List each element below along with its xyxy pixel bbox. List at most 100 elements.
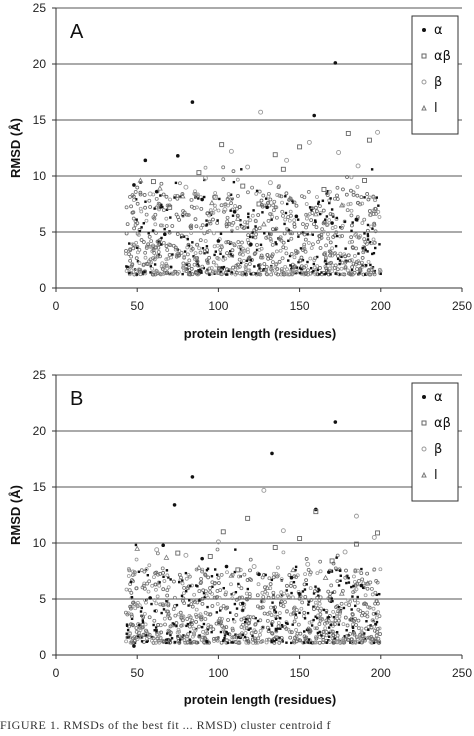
cloud-point: [378, 567, 383, 572]
cloud-point: [229, 193, 233, 196]
cloud-point: [202, 592, 206, 595]
cloud-point: [328, 212, 333, 216]
cloud-point: [185, 624, 188, 628]
cloud-point: [337, 272, 342, 277]
cloud-point: [371, 606, 376, 611]
cloud-point: [188, 599, 191, 602]
data-point: [216, 239, 221, 243]
cloud-point: [351, 590, 356, 595]
cloud-point: [171, 622, 175, 625]
x-tick-label-50: 50: [131, 299, 145, 313]
cloud-point: [322, 608, 325, 612]
cloud-point: [287, 259, 290, 262]
cloud-point: [284, 211, 288, 215]
cloud-point: [182, 268, 187, 273]
cloud-point: [349, 213, 354, 218]
cloud-point: [285, 272, 290, 277]
cloud-point: [145, 640, 149, 644]
cloud-point: [153, 222, 158, 227]
cloud-point: [317, 200, 320, 204]
cloud-point: [307, 630, 312, 635]
cloud-point: [290, 272, 295, 277]
cloud-point: [378, 632, 383, 636]
cloud-point: [180, 233, 184, 238]
cloud-point: [294, 639, 299, 644]
cloud-point: [125, 635, 130, 640]
cloud-point: [141, 240, 146, 244]
cloud-point: [370, 592, 375, 597]
cloud-point: [276, 621, 281, 625]
cloud-point: [227, 269, 230, 273]
data-point: [312, 113, 317, 118]
cloud-point: [195, 192, 200, 197]
cloud-point: [330, 212, 335, 217]
cloud-point: [272, 593, 275, 597]
cloud-point: [350, 265, 355, 269]
data-point: [190, 100, 195, 104]
cloud-point: [125, 612, 130, 617]
cloud-point: [153, 629, 156, 632]
cloud-point: [321, 640, 326, 645]
cloud-point: [132, 198, 136, 203]
cloud-point: [377, 215, 382, 219]
cloud-point: [276, 624, 281, 629]
cloud-point: [155, 594, 160, 599]
cloud-point: [366, 260, 371, 264]
cloud-point: [295, 631, 300, 636]
cloud-point: [318, 273, 321, 276]
cloud-point: [372, 270, 376, 275]
cloud-point: [335, 197, 340, 201]
cloud-point: [312, 605, 315, 608]
cloud-point: [331, 609, 336, 614]
cloud-point: [274, 241, 277, 244]
cloud-point: [350, 223, 354, 228]
cloud-point: [255, 243, 259, 247]
cloud-point: [236, 240, 241, 244]
cloud-point: [279, 593, 284, 598]
cloud-point: [257, 272, 261, 277]
cloud-point: [330, 246, 335, 251]
cloud-point: [317, 202, 320, 205]
cloud-point: [171, 607, 176, 612]
cloud-point: [362, 237, 367, 242]
cloud-point: [222, 265, 226, 269]
cloud-point: [176, 635, 179, 638]
cloud-point: [360, 221, 365, 225]
data-point: [143, 158, 148, 163]
cloud-point: [281, 640, 284, 643]
cloud-point: [359, 637, 364, 642]
cloud-point: [289, 264, 292, 267]
cloud-point: [124, 231, 129, 236]
cloud-point: [346, 253, 351, 258]
cloud-point: [216, 219, 219, 222]
cloud-point: [224, 590, 229, 595]
cloud-point: [145, 631, 150, 636]
cloud-point: [355, 581, 360, 586]
cloud-point: [365, 610, 370, 615]
cloud-point: [303, 617, 307, 620]
cloud-point: [271, 595, 276, 599]
cloud-point: [230, 230, 234, 233]
cloud-point: [311, 271, 314, 274]
cloud-point: [160, 236, 163, 240]
cloud-point: [194, 607, 199, 612]
cloud-point: [251, 640, 255, 645]
cloud-point: [226, 641, 229, 645]
cloud-point: [301, 222, 305, 226]
cloud-point: [285, 593, 290, 598]
cloud-point: [343, 254, 348, 259]
cloud-point: [248, 557, 253, 562]
cloud-point: [231, 255, 234, 258]
legend-marker-l: [421, 471, 427, 478]
data-point: [154, 189, 159, 194]
data-point: [294, 214, 299, 219]
cloud-point: [243, 631, 248, 635]
cloud-point: [225, 570, 229, 575]
cloud-point: [179, 195, 182, 198]
cloud-point: [192, 632, 197, 637]
cloud-point: [164, 609, 169, 614]
cloud-point: [132, 635, 137, 640]
cloud-point: [320, 617, 325, 621]
cloud-point: [263, 589, 268, 594]
